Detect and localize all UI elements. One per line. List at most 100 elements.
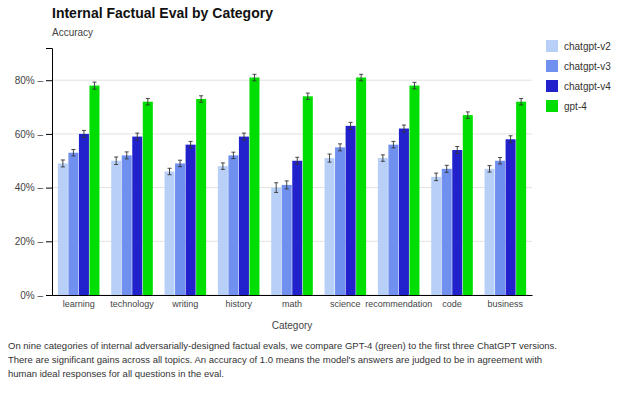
axis-line bbox=[53, 295, 533, 296]
tick: 60% – bbox=[15, 129, 52, 140]
error-bar bbox=[168, 168, 172, 174]
error-bars bbox=[61, 154, 492, 192]
tick-label: 80% – bbox=[15, 75, 44, 86]
tick: 20% – bbox=[15, 236, 52, 247]
legend-item: chatgpt-v4 bbox=[546, 80, 611, 92]
bar bbox=[463, 115, 473, 295]
legend-item: chatgpt-v3 bbox=[546, 60, 611, 72]
bar bbox=[346, 126, 356, 295]
error-bar bbox=[252, 74, 256, 80]
bar bbox=[431, 177, 441, 295]
error-bar bbox=[338, 144, 342, 151]
tick: 80% – bbox=[15, 75, 52, 86]
bar bbox=[122, 155, 132, 295]
tick-label: recommendation bbox=[365, 299, 432, 309]
error-bar bbox=[306, 93, 310, 99]
tick: learning bbox=[63, 299, 95, 309]
error-bar bbox=[359, 74, 363, 80]
error-bar bbox=[199, 96, 203, 102]
caption: On nine categories of internal adversari… bbox=[8, 340, 557, 379]
tick-label: business bbox=[488, 299, 524, 309]
tick: 0% – bbox=[20, 290, 52, 301]
bar bbox=[228, 155, 238, 295]
bar bbox=[399, 129, 409, 295]
bar bbox=[68, 153, 78, 295]
bar bbox=[442, 169, 452, 295]
error-bars bbox=[92, 74, 523, 118]
tick-label: science bbox=[330, 299, 361, 309]
chart-container: Internal Factual Eval by CategoryAccurac… bbox=[0, 0, 640, 401]
caption-line: On nine categories of internal adversari… bbox=[8, 340, 557, 351]
error-bar bbox=[509, 136, 513, 143]
bar bbox=[143, 102, 153, 295]
tick-label: learning bbox=[63, 299, 95, 309]
legend-label: gpt-4 bbox=[564, 101, 587, 112]
tick: code bbox=[442, 299, 462, 309]
error-bar bbox=[455, 147, 459, 154]
bar bbox=[452, 150, 462, 295]
bar bbox=[132, 137, 142, 295]
error-bar bbox=[71, 149, 75, 155]
x-axis: learning technology writing history math scie… bbox=[53, 296, 533, 310]
tick-label: 20% – bbox=[15, 236, 44, 247]
error-bar bbox=[92, 82, 96, 89]
tick: technology bbox=[110, 299, 154, 309]
error-bar bbox=[135, 133, 139, 140]
legend-label: chatgpt-v3 bbox=[564, 61, 611, 72]
bar bbox=[218, 166, 228, 295]
error-bar bbox=[146, 98, 150, 104]
axis-line bbox=[46, 49, 53, 296]
error-bar bbox=[488, 166, 492, 172]
tick-label: 60% – bbox=[15, 129, 44, 140]
error-bar bbox=[178, 160, 182, 166]
error-bar bbox=[114, 157, 118, 165]
bar bbox=[516, 102, 526, 295]
bar bbox=[186, 145, 196, 295]
bar bbox=[196, 99, 206, 295]
error-bar bbox=[402, 125, 406, 132]
bar bbox=[506, 139, 516, 295]
error-bar bbox=[231, 152, 235, 158]
tick-mark bbox=[46, 188, 52, 189]
bar bbox=[303, 96, 313, 295]
grid bbox=[52, 80, 532, 295]
chart-svg: Internal Factual Eval by CategoryAccurac… bbox=[0, 0, 640, 401]
error-bar bbox=[221, 163, 225, 169]
tick-label: history bbox=[225, 299, 252, 309]
bar bbox=[282, 185, 292, 295]
grid-line bbox=[52, 80, 532, 81]
bar bbox=[79, 134, 89, 295]
bar bbox=[356, 78, 366, 295]
error-bar bbox=[274, 183, 278, 193]
tick-label: 0% – bbox=[20, 290, 43, 301]
caption-line: There are significant gains across all t… bbox=[8, 354, 542, 365]
error-bar bbox=[82, 130, 86, 137]
tick-mark bbox=[46, 295, 52, 296]
caption-line: human ideal responses for all questions … bbox=[8, 368, 224, 379]
tick-label: technology bbox=[110, 299, 154, 309]
tick-label: math bbox=[282, 299, 302, 309]
error-bar bbox=[189, 141, 193, 147]
bar bbox=[335, 147, 345, 295]
plot: 0% – 20% – 40% – 60% – 80% – learning technolo… bbox=[15, 49, 533, 310]
error-bars bbox=[71, 141, 502, 189]
error-bar bbox=[391, 141, 395, 147]
bar bbox=[111, 161, 121, 295]
legend-swatch bbox=[546, 60, 558, 72]
error-bar bbox=[61, 160, 65, 167]
x-axis-label: Category bbox=[272, 320, 313, 331]
error-bar bbox=[381, 155, 385, 161]
tick-mark bbox=[46, 241, 52, 242]
bar bbox=[485, 169, 495, 295]
tick: recommendation bbox=[365, 299, 432, 309]
marks bbox=[58, 74, 526, 295]
tick: business bbox=[488, 299, 524, 309]
bar bbox=[378, 158, 388, 295]
tick: writing bbox=[171, 299, 198, 309]
bar bbox=[165, 172, 175, 296]
error-bar bbox=[412, 82, 416, 88]
bar bbox=[495, 161, 505, 295]
error-bar bbox=[519, 98, 523, 104]
tick-label: code bbox=[442, 299, 462, 309]
tick-label: 40% – bbox=[15, 182, 44, 193]
